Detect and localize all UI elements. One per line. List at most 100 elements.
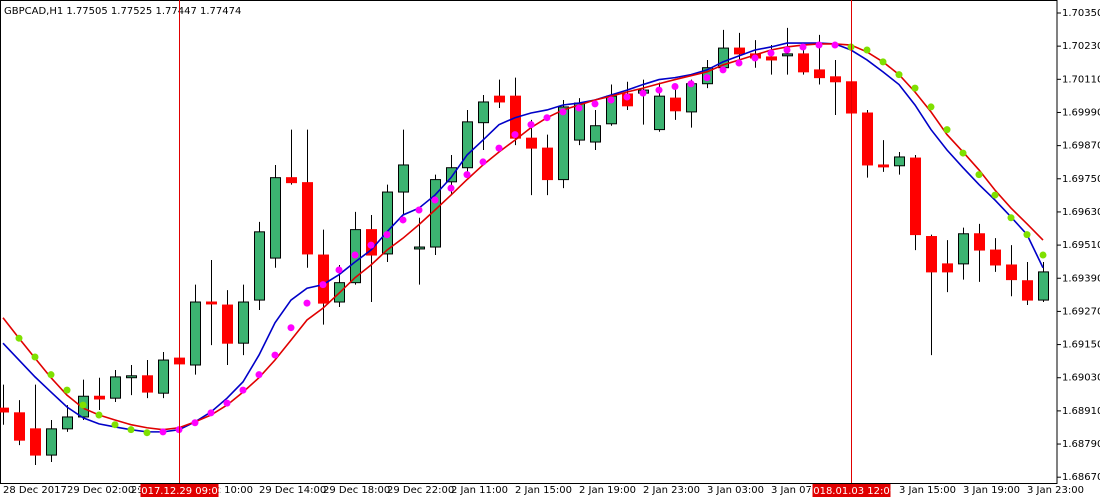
- x-tick-label: c 10:00: [216, 485, 254, 496]
- candle-body: [974, 233, 985, 251]
- indicator-dot: [15, 334, 23, 342]
- y-tick-label: 1.69630: [1062, 207, 1100, 218]
- indicator-dot: [159, 428, 167, 436]
- y-tick-label: 1.68670: [1062, 472, 1100, 483]
- candle-body: [398, 164, 409, 193]
- candle-body: [158, 359, 169, 394]
- indicator-dot: [751, 54, 759, 62]
- indicator-dot: [1007, 214, 1015, 222]
- x-tick-label: 29 Dec 02:00: [67, 485, 134, 496]
- candle-body: [62, 416, 73, 430]
- candle-body: [318, 254, 329, 304]
- x-tick-label: 3 Jan 23:00: [1027, 485, 1084, 496]
- indicator-dot: [879, 58, 887, 66]
- indicator-dot: [335, 266, 343, 274]
- y-tick-label: 1.68790: [1062, 439, 1100, 450]
- x-tick-label: 3 Jan 07:0: [771, 485, 822, 496]
- candle-body: [654, 95, 665, 131]
- indicator-dot: [95, 411, 103, 419]
- candle-body: [0, 407, 9, 413]
- indicator-dot: [527, 121, 535, 129]
- indicator-dot: [511, 131, 519, 139]
- indicator-dot: [415, 206, 423, 214]
- indicator-dot: [63, 386, 71, 394]
- indicator-dot: [111, 421, 119, 429]
- indicator-dot: [831, 41, 839, 49]
- indicator-dot: [959, 149, 967, 157]
- x-tick-label: 2 Jan 15:00: [515, 485, 572, 496]
- x-tick-label: 3 Jan 15:00: [899, 485, 956, 496]
- indicator-dot: [559, 108, 567, 116]
- marker-label-box: [140, 484, 219, 497]
- candle-body: [110, 376, 121, 399]
- x-tick-label: 29 Dec 18:00: [323, 485, 390, 496]
- candle-body: [302, 182, 313, 255]
- candle-body: [942, 263, 953, 273]
- indicator-dot: [991, 191, 999, 199]
- indicator-dot: [223, 399, 231, 407]
- candle-body: [494, 95, 505, 103]
- indicator-dot: [943, 126, 951, 134]
- indicator-dot: [287, 324, 295, 332]
- candle-body: [446, 167, 457, 183]
- candle-body: [766, 56, 777, 61]
- candle-body: [254, 231, 265, 301]
- candle-body: [910, 157, 921, 236]
- indicator-dot: [431, 196, 439, 204]
- y-tick-label: 1.68910: [1062, 406, 1100, 417]
- x-tick-label: 3 Jan 19:00: [963, 485, 1020, 496]
- y-tick-label: 1.70350: [1062, 8, 1100, 19]
- candle-body: [462, 121, 473, 169]
- indicator-dot: [927, 103, 935, 111]
- candle-body: [926, 236, 937, 273]
- indicator-dot: [447, 184, 455, 192]
- indicator-dot: [463, 171, 471, 179]
- indicator-dot: [1023, 231, 1031, 239]
- candle-body: [862, 112, 873, 166]
- candle-body: [830, 76, 841, 83]
- indicator-dot: [31, 353, 39, 361]
- indicator-dot: [607, 96, 615, 104]
- candle-body: [558, 106, 569, 181]
- indicator-dot: [639, 89, 647, 97]
- indicator-dot: [623, 93, 631, 101]
- y-tick-label: 1.69870: [1062, 141, 1100, 152]
- indicator-dot: [703, 74, 711, 82]
- indicator-dot: [735, 59, 743, 67]
- indicator-dot: [911, 84, 919, 92]
- candle-body: [542, 147, 553, 181]
- candle-body: [782, 53, 793, 57]
- x-tick-label: 2 Jan 23:00: [643, 485, 700, 496]
- indicator-dot: [815, 41, 823, 49]
- marker-label-box: [812, 484, 891, 497]
- x-tick-label: 3 Jan 03:00: [707, 485, 764, 496]
- marker-label: 2018.01.03 12:00: [807, 486, 896, 497]
- indicator-dot: [975, 171, 983, 179]
- candle-body: [222, 304, 233, 344]
- indicator-dot: [783, 46, 791, 54]
- candle-body: [190, 301, 201, 366]
- indicator-dot: [255, 371, 263, 379]
- marker-label: 2017.12.29 09:00: [135, 486, 224, 497]
- candle-body: [142, 375, 153, 393]
- x-tick-label: 28 Dec 2017: [3, 485, 67, 496]
- indicator-dot: [383, 231, 391, 239]
- y-tick-label: 1.69750: [1062, 174, 1100, 185]
- candle-body: [990, 249, 1001, 266]
- candle-body: [270, 177, 281, 259]
- candle-body: [46, 428, 57, 456]
- indicator-dot: [399, 216, 407, 224]
- y-tick-label: 1.70110: [1062, 74, 1100, 85]
- y-tick-label: 1.69030: [1062, 373, 1100, 384]
- candle-body: [414, 246, 425, 250]
- candle-body: [286, 177, 297, 184]
- candle-body: [814, 69, 825, 79]
- x-tick-label: 2 Jan 19:00: [579, 485, 636, 496]
- indicator-dot: [127, 426, 135, 434]
- indicator-dot: [191, 419, 199, 427]
- indicator-dot: [319, 281, 327, 289]
- y-tick-label: 1.69510: [1062, 240, 1100, 251]
- indicator-dot: [79, 401, 87, 409]
- indicator-dot: [207, 409, 215, 417]
